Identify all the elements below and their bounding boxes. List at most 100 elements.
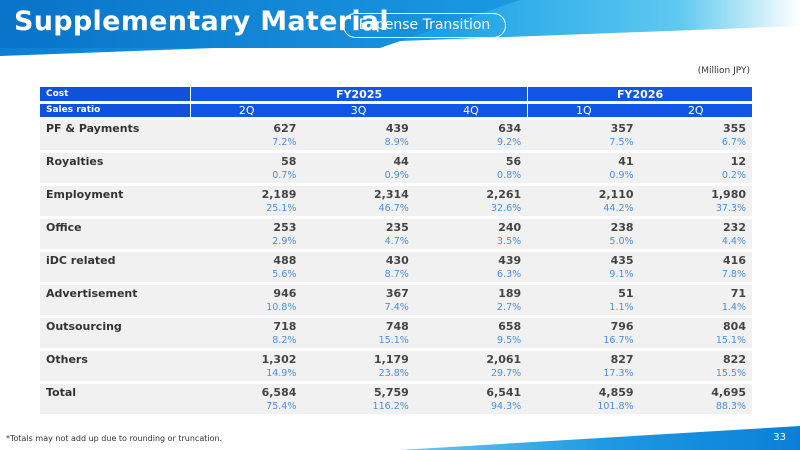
row-label: Advertisement: [40, 285, 190, 315]
sales-ratio-value: 37.3%: [715, 203, 746, 214]
cost-value: 2,061: [486, 353, 522, 366]
sales-ratio-value: 2.9%: [272, 236, 297, 247]
sales-ratio-value: 7.2%: [272, 137, 297, 148]
cost-value: 718: [273, 320, 297, 333]
cost-value: 355: [723, 122, 746, 135]
expense-table: Cost FY2025 FY2026 Sales ratio 2Q 3Q 4Q …: [40, 84, 752, 417]
row-label: Royalties: [40, 153, 190, 183]
value-cell: 253 2.9%: [190, 219, 303, 249]
cost-value: 189: [498, 287, 522, 300]
value-cell: 235 4.7%: [302, 219, 415, 249]
value-cell: 238 5.0%: [527, 219, 640, 249]
value-cell: 1,980 37.3%: [639, 186, 752, 216]
value-cell: 240 3.5%: [414, 219, 528, 249]
sales-ratio-value: 7.8%: [721, 269, 746, 280]
cost-value: 658: [498, 320, 522, 333]
corner-sales-ratio-label: Sales ratio: [40, 104, 190, 117]
row-label: Outsourcing: [40, 318, 190, 348]
row-label: Office: [40, 219, 190, 249]
cost-value: 796: [610, 320, 634, 333]
sales-ratio-value: 14.9%: [266, 368, 297, 379]
sales-ratio-value: 8.7%: [384, 269, 409, 280]
cost-value: 946: [273, 287, 297, 300]
row-label: Employment: [40, 186, 190, 216]
cost-value: 488: [273, 254, 297, 267]
sales-ratio-value: 10.8%: [266, 302, 297, 313]
cost-value: 748: [385, 320, 409, 333]
cost-value: 439: [385, 122, 409, 135]
cost-value: 51: [618, 287, 634, 300]
page-title: Supplementary Material: [14, 6, 389, 37]
sales-ratio-value: 9.2%: [497, 137, 522, 148]
value-cell: 189 2.7%: [414, 285, 528, 315]
sales-ratio-value: 8.2%: [272, 335, 297, 346]
table-header-fy-row: Cost FY2025 FY2026: [40, 87, 752, 101]
value-cell: 2,261 32.6%: [414, 186, 528, 216]
cost-value: 238: [610, 221, 634, 234]
cost-value: 435: [610, 254, 634, 267]
value-cell: 804 15.1%: [639, 318, 752, 348]
cost-value: 6,584: [261, 386, 297, 399]
value-cell: 51 1.1%: [527, 285, 640, 315]
quarter-header: 2Q: [639, 104, 752, 117]
value-cell: 367 7.4%: [302, 285, 415, 315]
sales-ratio-value: 116.2%: [372, 401, 409, 412]
sales-ratio-value: 16.7%: [603, 335, 634, 346]
table-row: iDC related 488 5.6% 430 8.7% 439 6.3% 435 9.1% 4…: [40, 252, 752, 282]
cost-value: 71: [730, 287, 746, 300]
cost-value: 44: [393, 155, 409, 168]
value-cell: 2,314 46.7%: [302, 186, 415, 216]
value-cell: 627 7.2%: [190, 120, 303, 150]
table-row: Office 253 2.9% 235 4.7% 240 3.5% 238 5.0% 232 4.4…: [40, 219, 752, 249]
sales-ratio-value: 23.8%: [378, 368, 409, 379]
cost-value: 41: [618, 155, 634, 168]
cost-value: 232: [723, 221, 746, 234]
cost-value: 634: [498, 122, 522, 135]
sales-ratio-value: 32.6%: [490, 203, 522, 214]
cost-value: 2,314: [373, 188, 409, 201]
section-tag: Expense Transition: [343, 13, 506, 38]
cost-value: 1,302: [261, 353, 297, 366]
sales-ratio-value: 94.3%: [490, 401, 522, 412]
sales-ratio-value: 25.1%: [266, 203, 297, 214]
value-cell: 2,189 25.1%: [190, 186, 303, 216]
value-cell: 44 0.9%: [302, 153, 415, 183]
sales-ratio-value: 44.2%: [603, 203, 634, 214]
value-cell: 4,695 88.3%: [639, 384, 752, 414]
cost-value: 235: [385, 221, 409, 234]
sales-ratio-value: 15.1%: [715, 335, 746, 346]
sales-ratio-value: 17.3%: [603, 368, 634, 379]
sales-ratio-value: 9.5%: [497, 335, 522, 346]
value-cell: 439 8.9%: [302, 120, 415, 150]
value-cell: 822 15.5%: [639, 351, 752, 381]
value-cell: 435 9.1%: [527, 252, 640, 282]
cost-value: 367: [385, 287, 409, 300]
sales-ratio-value: 46.7%: [378, 203, 409, 214]
value-cell: 439 6.3%: [414, 252, 528, 282]
sales-ratio-value: 4.7%: [384, 236, 409, 247]
value-cell: 718 8.2%: [190, 318, 303, 348]
cost-value: 240: [498, 221, 522, 234]
cost-value: 12: [730, 155, 746, 168]
value-cell: 5,759 116.2%: [302, 384, 415, 414]
quarter-header: 4Q: [414, 104, 528, 117]
sales-ratio-value: 9.1%: [609, 269, 634, 280]
sales-ratio-value: 88.3%: [715, 401, 746, 412]
footnote: *Totals may not add up due to rounding o…: [6, 434, 223, 443]
value-cell: 946 10.8%: [190, 285, 303, 315]
sales-ratio-value: 0.8%: [497, 170, 522, 181]
cost-value: 416: [723, 254, 746, 267]
quarter-header: 2Q: [190, 104, 303, 117]
cost-value: 4,695: [711, 386, 746, 399]
sales-ratio-value: 4.4%: [721, 236, 746, 247]
sales-ratio-value: 101.8%: [597, 401, 634, 412]
value-cell: 658 9.5%: [414, 318, 528, 348]
cost-value: 1,179: [373, 353, 409, 366]
cost-value: 56: [505, 155, 522, 168]
fy-header-fy2026: FY2026: [527, 87, 752, 101]
sales-ratio-value: 3.5%: [497, 236, 522, 247]
cost-value: 357: [610, 122, 634, 135]
sales-ratio-value: 5.0%: [609, 236, 634, 247]
table-row: PF & Payments 627 7.2% 439 8.9% 634 9.2% 357 7.5…: [40, 120, 752, 150]
table-row: Advertisement 946 10.8% 367 7.4% 189 2.7% 51 1.1…: [40, 285, 752, 315]
